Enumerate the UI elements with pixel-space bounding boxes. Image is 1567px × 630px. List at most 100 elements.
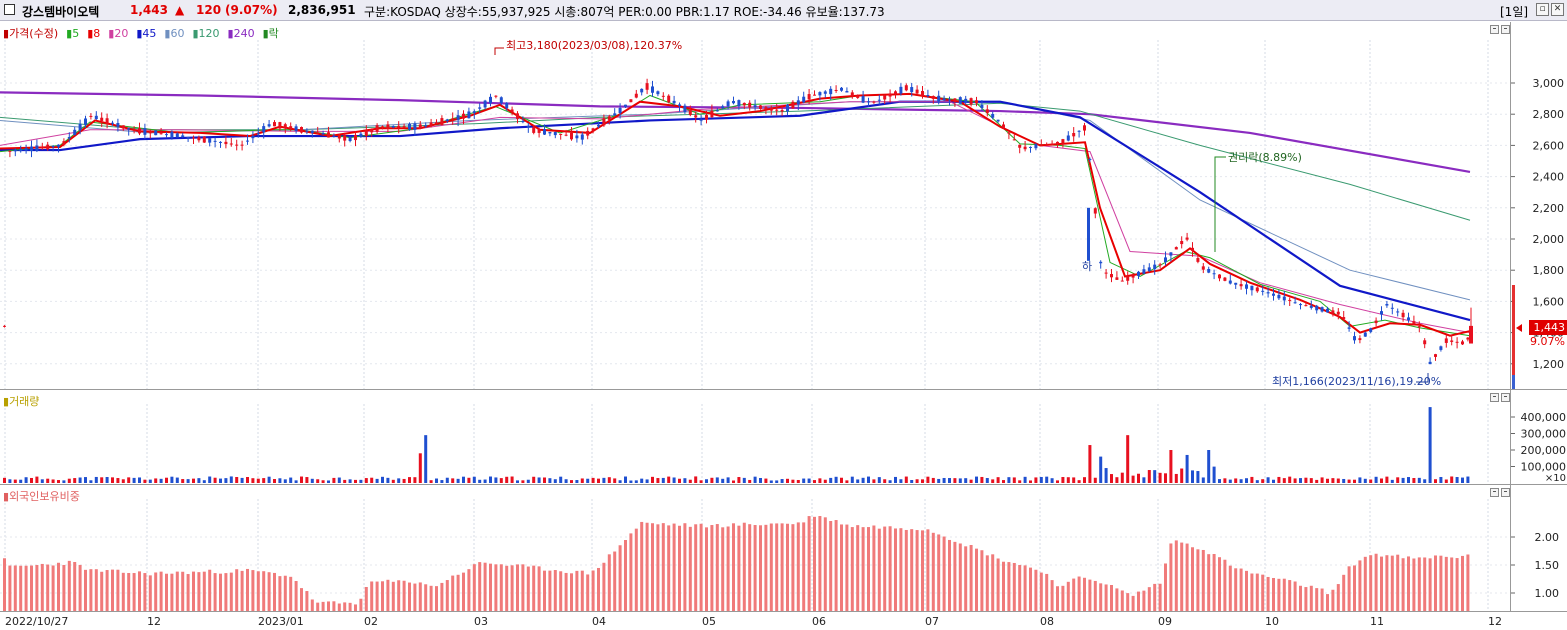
maximize-icon[interactable]: ▫ (1536, 3, 1549, 16)
foreign-ownership-bar (1142, 590, 1146, 611)
foreign-panel-close-icon[interactable] (1501, 488, 1510, 497)
ha-marker: 하 (1082, 259, 1092, 273)
candle-body (186, 136, 190, 138)
volume-bar (1396, 477, 1400, 483)
foreign-ownership-bar (726, 526, 730, 611)
close-icon[interactable]: ✕ (1551, 3, 1564, 16)
foreign-ownership-bar (1083, 577, 1086, 611)
period-label[interactable]: [1일] (1500, 5, 1529, 19)
foreign-ownership-bar (202, 571, 206, 611)
volume-bar (251, 478, 255, 483)
foreign-ownership-bar (1207, 554, 1211, 611)
foreign-ownership-bar (386, 579, 390, 611)
candle-body (1282, 296, 1286, 301)
volume-bar (1077, 480, 1081, 483)
candle-body (321, 133, 325, 135)
candle-body (894, 91, 897, 94)
foreign-ownership-bar (591, 570, 595, 611)
title-bar: 강스템바이오텍 1,443 ▲ 120 (9.07%) 2,836,951 구분… (0, 0, 1567, 21)
foreign-ownership-bar (1353, 565, 1356, 611)
candle-body (1207, 269, 1211, 273)
foreign-ownership-bar (1104, 584, 1108, 611)
foreign-ownership-bar (278, 576, 282, 611)
price-panel-minimize-icon[interactable] (1490, 25, 1499, 34)
foreign-ownership-bar (1282, 578, 1286, 611)
foreign-ownership-bar (543, 570, 546, 611)
foreign-ownership-bar (640, 521, 644, 611)
candle-body (769, 107, 773, 111)
candle-body (251, 136, 255, 139)
foreign-ownership-bar (1007, 562, 1011, 611)
foreign-ownership-bar (883, 526, 887, 611)
foreign-ownership-bar (1401, 558, 1405, 611)
foreign-ownership-bar (197, 572, 201, 611)
foreign-ownership-bar (300, 588, 303, 611)
volume-bar (904, 476, 908, 483)
volume-bar (1056, 480, 1059, 483)
volume-panel-minimize-icon[interactable] (1490, 393, 1499, 402)
volume-bar (62, 480, 66, 483)
volume-bar (575, 480, 579, 483)
candle-body (645, 83, 649, 90)
change-percent: (9.07%) (225, 3, 278, 17)
foreign-ownership-bar (1223, 559, 1227, 611)
volume-bar (1029, 480, 1032, 483)
candle-body (888, 93, 892, 97)
volume-bar (1223, 478, 1227, 483)
select-checkbox[interactable] (4, 4, 15, 15)
candle-body (705, 114, 708, 120)
volume-bar (921, 479, 924, 483)
price-panel-close-icon[interactable] (1501, 25, 1510, 34)
foreign-ownership-bar (1191, 547, 1194, 611)
candle-body (3, 325, 6, 327)
foreign-ownership-bar (40, 563, 44, 611)
price-tick-label: 1,600 (1533, 295, 1565, 308)
volume-bar (742, 477, 746, 483)
foreign-ownership-bar (1029, 567, 1032, 611)
volume-bar (1180, 468, 1184, 483)
volume-bar (1191, 470, 1194, 483)
foreign-ownership-bar (1374, 553, 1378, 611)
volume-bar (224, 478, 228, 483)
volume-bar (586, 478, 590, 483)
candle-body (105, 118, 109, 125)
volume-bar (996, 477, 1000, 483)
foreign-ownership-chart[interactable] (0, 485, 1510, 611)
volume-bar (877, 477, 881, 483)
candle-body (1245, 284, 1248, 289)
foreign-ownership-bar (1412, 558, 1416, 611)
price-chart[interactable]: 최고3,180(2023/03/08),120.37% 최저1,166(2023/… (0, 22, 1510, 418)
candle-body (132, 129, 136, 131)
volume-bar (1228, 479, 1232, 483)
candle-body (931, 95, 935, 99)
volume-chart[interactable] (0, 390, 1510, 484)
foreign-panel-minimize-icon[interactable] (1490, 488, 1499, 497)
volume-bar (618, 480, 622, 483)
foreign-ownership-bar (1185, 543, 1189, 611)
foreign-ownership-bar (62, 564, 66, 611)
foreign-ownership-bar (1218, 557, 1221, 611)
foreign-ownership-bar (888, 526, 892, 611)
candle-body (1164, 257, 1167, 263)
candle-body (1439, 346, 1443, 350)
foreign-tick-label: 2.00 (1535, 531, 1560, 544)
foreign-ownership-bar (1050, 580, 1054, 611)
candle-body (948, 99, 951, 101)
candle-body (796, 100, 800, 105)
volume-bar (1277, 476, 1281, 483)
foreign-ownership-bar (375, 581, 379, 611)
candle-body (440, 118, 444, 126)
foreign-ownership-bar (73, 561, 77, 611)
volume-panel-close-icon[interactable] (1501, 393, 1510, 402)
foreign-ownership-bar (116, 569, 120, 611)
volume-bar (613, 478, 617, 483)
candle-body (424, 125, 428, 127)
foreign-ownership-bar (213, 573, 217, 611)
candle-body (1034, 144, 1038, 149)
legend-item-ma8: ▮8 (87, 27, 101, 40)
foreign-ownership-bar (105, 570, 109, 611)
date-axis-label: 07 (925, 615, 939, 628)
volume-bar (57, 480, 60, 483)
volume-bar (445, 477, 449, 483)
volume-bar (278, 478, 282, 483)
